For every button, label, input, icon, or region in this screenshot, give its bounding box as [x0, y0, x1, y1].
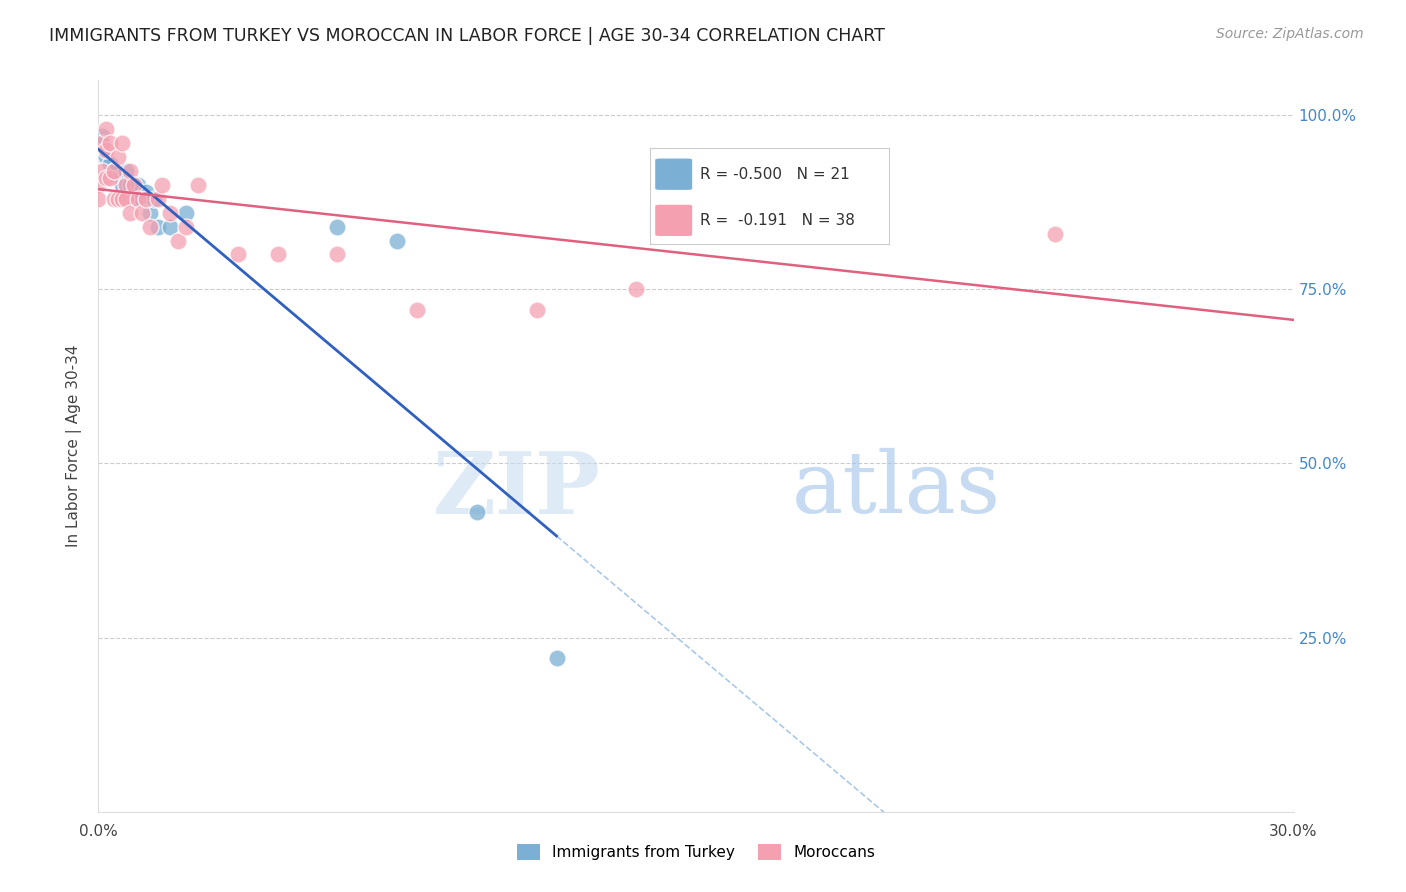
Text: ZIP: ZIP — [433, 448, 600, 532]
Point — [107, 192, 129, 206]
Point — [120, 178, 142, 192]
Point — [96, 150, 118, 164]
Text: IMMIGRANTS FROM TURKEY VS MOROCCAN IN LABOR FORCE | AGE 30-34 CORRELATION CHART: IMMIGRANTS FROM TURKEY VS MOROCCAN IN LA… — [49, 27, 886, 45]
Point — [148, 219, 170, 234]
Point — [124, 178, 146, 192]
Point — [111, 178, 134, 192]
Point — [98, 136, 122, 150]
Point — [526, 303, 548, 318]
Point — [107, 150, 129, 164]
Point — [326, 219, 349, 234]
Point — [98, 170, 122, 185]
Point — [98, 157, 122, 171]
Point — [115, 178, 138, 192]
Point — [107, 170, 129, 185]
Point — [824, 192, 846, 206]
Point — [87, 192, 110, 206]
Point — [96, 170, 118, 185]
Point — [111, 192, 134, 206]
Point — [131, 205, 153, 219]
Point — [96, 122, 118, 136]
Point — [87, 178, 110, 192]
Point — [187, 178, 209, 192]
FancyBboxPatch shape — [655, 204, 693, 236]
Point — [115, 192, 138, 206]
Point — [91, 164, 114, 178]
Point — [131, 192, 153, 206]
Point — [135, 192, 157, 206]
Point — [159, 219, 181, 234]
Point — [120, 205, 142, 219]
Point — [385, 234, 409, 248]
Point — [139, 205, 162, 219]
Point — [124, 192, 146, 206]
Point — [143, 192, 166, 206]
Point — [167, 234, 190, 248]
Point — [174, 219, 197, 234]
Point — [326, 247, 349, 261]
Point — [226, 247, 249, 261]
Point — [465, 505, 488, 519]
Point — [120, 164, 142, 178]
Text: R =  -0.191   N = 38: R = -0.191 N = 38 — [700, 213, 855, 227]
Point — [406, 303, 429, 318]
Text: Source: ZipAtlas.com: Source: ZipAtlas.com — [1216, 27, 1364, 41]
Point — [103, 164, 125, 178]
Point — [127, 192, 149, 206]
Point — [91, 136, 114, 150]
Point — [150, 178, 173, 192]
Text: atlas: atlas — [792, 449, 1001, 532]
Point — [103, 164, 125, 178]
Point — [174, 205, 197, 219]
Point — [111, 136, 134, 150]
Point — [127, 178, 149, 192]
Point — [1043, 227, 1066, 241]
Point — [148, 192, 170, 206]
Point — [115, 164, 138, 178]
Point — [139, 219, 162, 234]
Point — [135, 185, 157, 199]
Y-axis label: In Labor Force | Age 30-34: In Labor Force | Age 30-34 — [66, 344, 83, 548]
Point — [159, 205, 181, 219]
Legend: Immigrants from Turkey, Moroccans: Immigrants from Turkey, Moroccans — [510, 838, 882, 867]
Point — [96, 143, 118, 157]
Point — [103, 192, 125, 206]
Text: R = -0.500   N = 21: R = -0.500 N = 21 — [700, 167, 849, 182]
Point — [626, 282, 648, 296]
Point — [267, 247, 290, 261]
Point — [91, 128, 114, 143]
FancyBboxPatch shape — [655, 158, 693, 191]
Point — [546, 651, 568, 665]
